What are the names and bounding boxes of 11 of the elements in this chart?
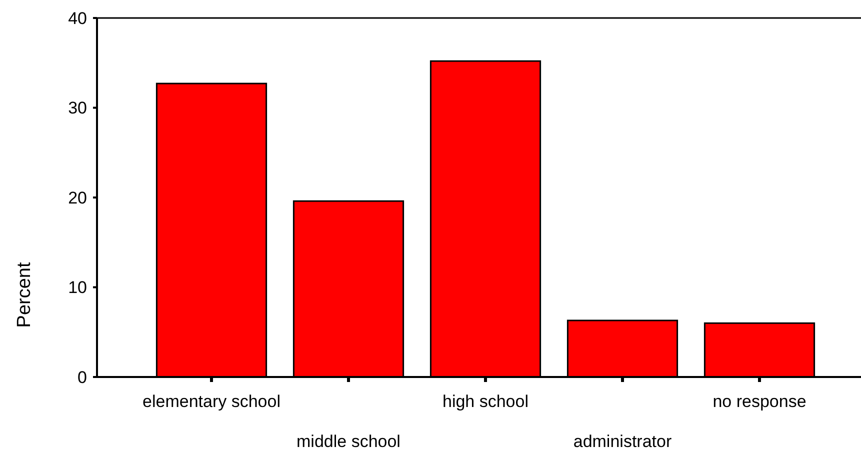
y-axis-title: Percent [14, 262, 35, 328]
x-tick-label: administrator [573, 432, 672, 451]
y-tick-label: 40 [68, 8, 87, 28]
x-tick-label: no response [712, 392, 806, 411]
x-tick-label: elementary school [142, 392, 280, 411]
y-tick-label: 20 [68, 188, 87, 208]
y-tick-label: 30 [68, 98, 87, 118]
y-tick-label: 0 [78, 368, 87, 387]
y-tick-label: 10 [68, 278, 87, 298]
x-tick-label: middle school [296, 432, 400, 451]
x-tick-label: high school [442, 392, 529, 411]
